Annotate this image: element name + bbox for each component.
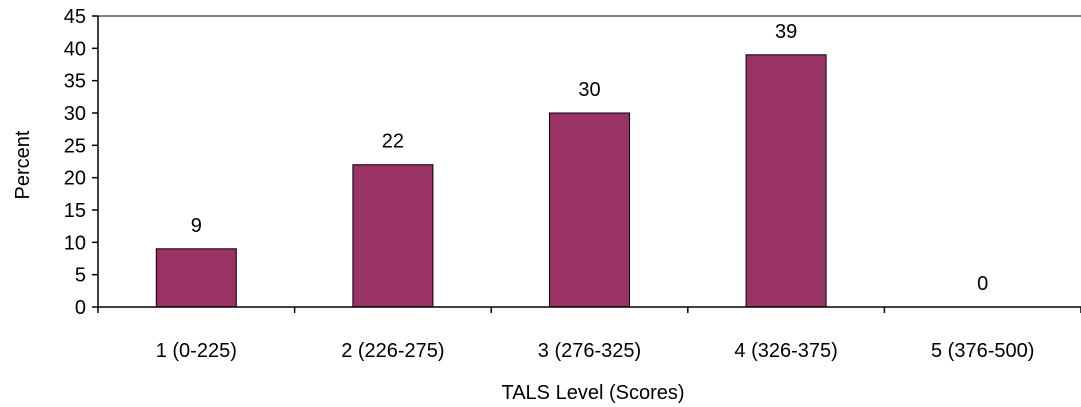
bar bbox=[352, 164, 434, 308]
y-tick-label: 45 bbox=[64, 6, 86, 28]
y-tick-label: 25 bbox=[64, 135, 86, 157]
x-category-label: 2 (226-275) bbox=[341, 340, 444, 362]
y-tick-label: 0 bbox=[75, 297, 86, 319]
bar bbox=[549, 112, 630, 308]
y-axis-ticks: 0 5 10 15 20 25 30 35 40 45 bbox=[64, 6, 98, 319]
x-axis-ticks bbox=[97, 307, 1081, 313]
y-tick-label: 40 bbox=[64, 38, 86, 60]
category-labels: 1 (0-225) 2 (226-275) 3 (276-325) 4 (326-37… bbox=[156, 340, 1035, 362]
bars bbox=[155, 54, 827, 308]
x-category-label: 1 (0-225) bbox=[156, 340, 237, 362]
y-tick-label: 10 bbox=[64, 232, 86, 254]
x-category-label: 5 (376-500) bbox=[931, 340, 1034, 362]
data-label: 39 bbox=[775, 21, 797, 43]
y-tick-label: 5 bbox=[75, 265, 86, 287]
y-axis-title: Percent bbox=[12, 130, 34, 199]
data-label: 22 bbox=[382, 131, 404, 153]
x-axis-title: TALS Level (Scores) bbox=[501, 382, 684, 404]
bar bbox=[155, 248, 237, 308]
y-tick-label: 15 bbox=[64, 200, 86, 222]
bar bbox=[745, 54, 827, 308]
data-label: 30 bbox=[578, 79, 600, 101]
data-label: 0 bbox=[977, 273, 988, 295]
data-labels: 9 22 30 39 0 bbox=[191, 21, 989, 295]
x-category-label: 4 (326-375) bbox=[734, 340, 837, 362]
y-tick-label: 20 bbox=[64, 168, 86, 190]
x-category-label: 3 (276-325) bbox=[538, 340, 641, 362]
y-tick-label: 35 bbox=[64, 71, 86, 93]
y-tick-label: 30 bbox=[64, 103, 86, 125]
data-label: 9 bbox=[191, 215, 202, 237]
